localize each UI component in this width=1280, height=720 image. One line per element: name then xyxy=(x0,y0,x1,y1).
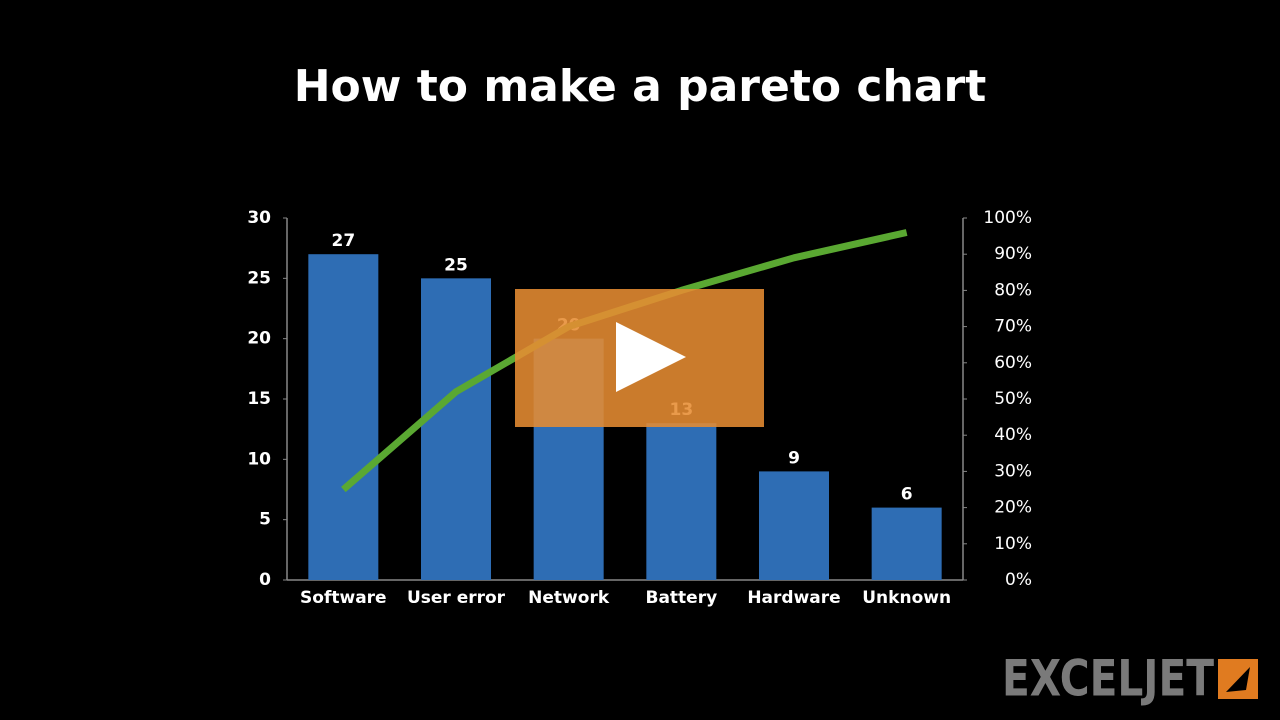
y2-tick-label: 0% xyxy=(1005,570,1032,590)
y2-tick-label: 80% xyxy=(994,280,1032,300)
x-tick-label: Software xyxy=(300,588,387,608)
x-tick-label: User error xyxy=(407,588,506,608)
x-tick-label: Battery xyxy=(645,588,717,608)
bar xyxy=(646,423,717,580)
y-tick-label: 25 xyxy=(247,268,271,288)
x-tick-label: Network xyxy=(528,588,610,608)
data-label: 6 xyxy=(901,485,913,505)
bar xyxy=(421,278,491,580)
bar xyxy=(759,471,829,580)
y2-tick-label: 60% xyxy=(994,353,1032,373)
data-label: 9 xyxy=(788,448,800,468)
y2-tick-label: 10% xyxy=(994,534,1032,554)
logo-mark xyxy=(1218,659,1258,699)
y-tick-label: 10 xyxy=(247,449,271,469)
y-tick-label: 30 xyxy=(247,208,271,228)
y-tick-label: 0 xyxy=(259,570,271,590)
y-tick-label: 15 xyxy=(247,389,271,409)
play-icon[interactable] xyxy=(616,322,686,392)
y-tick-label: 20 xyxy=(247,329,271,349)
bar xyxy=(871,507,942,580)
play-button[interactable] xyxy=(515,289,764,427)
y2-tick-label: 50% xyxy=(994,389,1032,409)
y2-tick-label: 70% xyxy=(994,317,1032,337)
plot: 0 5 10 15 20 25 30 0% 10% 20% 30% 40% 50% 60% 70% 80% 90… xyxy=(247,208,1032,608)
y2-tick-label: 100% xyxy=(983,208,1032,228)
logo: EXCELJET xyxy=(1002,650,1258,708)
y2-tick-label: 90% xyxy=(994,244,1032,264)
y-tick-label: 5 xyxy=(259,510,271,530)
x-tick-label: Unknown xyxy=(862,588,951,608)
logo-arrow xyxy=(1226,667,1250,692)
y2-tick-label: 30% xyxy=(994,461,1032,481)
data-label: 25 xyxy=(444,255,468,275)
data-label: 27 xyxy=(331,231,355,251)
bar xyxy=(308,254,379,580)
y2-tick-label: 20% xyxy=(994,498,1032,518)
chart-title: How to make a pareto chart xyxy=(294,61,987,112)
x-tick-label: Hardware xyxy=(747,588,840,608)
y2-tick-label: 40% xyxy=(994,425,1032,445)
logo-text: EXCELJET xyxy=(1002,650,1214,708)
